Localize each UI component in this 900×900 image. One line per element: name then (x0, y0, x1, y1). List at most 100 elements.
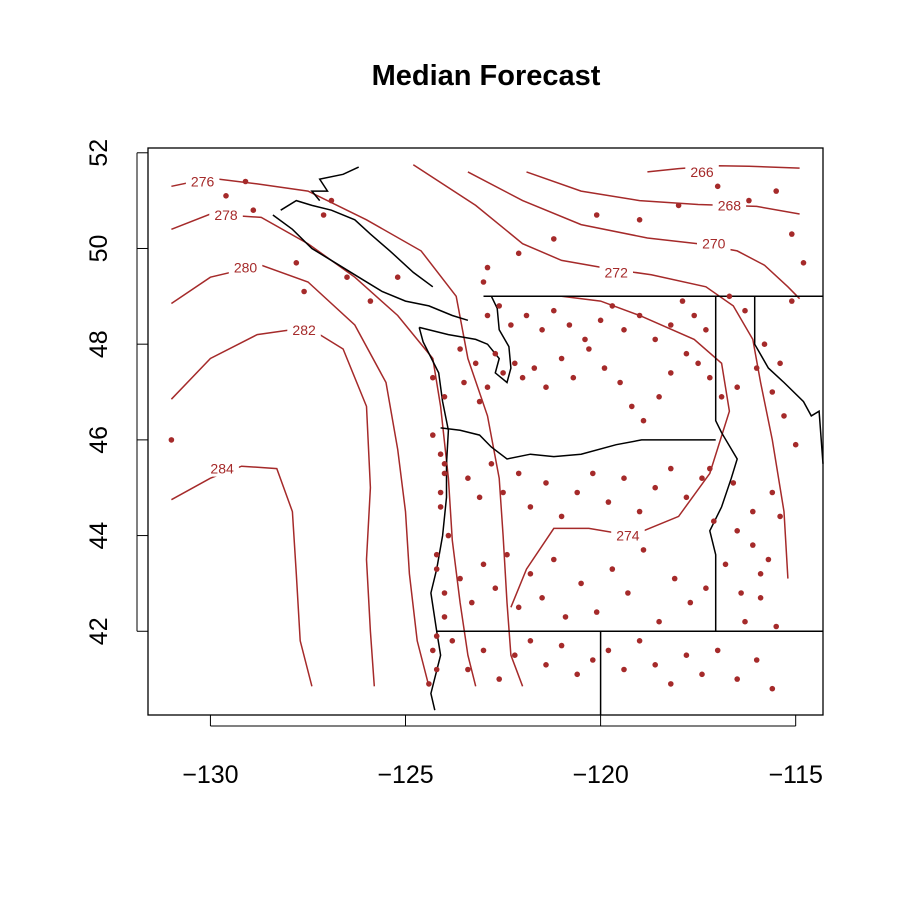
contour-label: 284 (210, 461, 234, 477)
station-point (765, 556, 772, 563)
station-point (636, 508, 643, 515)
station-point (441, 590, 448, 596)
station-point (652, 336, 658, 343)
station-point (500, 489, 506, 496)
contour-label-bg (228, 258, 263, 276)
station-point (691, 312, 697, 319)
station-point (593, 212, 600, 218)
station-point (773, 188, 779, 194)
y-tick-label: 46 (85, 426, 113, 454)
station-point (515, 470, 522, 477)
station-point (484, 264, 491, 271)
contour-line-268 (526, 171, 800, 215)
station-point (433, 666, 440, 673)
station-point (301, 288, 307, 295)
contour-label: 272 (605, 264, 629, 280)
station-point (484, 312, 491, 319)
station-point (703, 327, 709, 333)
contour-label: 270 (702, 236, 726, 252)
station-point (714, 647, 721, 654)
station-point (430, 647, 436, 654)
station-point (551, 236, 557, 242)
station-point (761, 341, 768, 348)
station-point (492, 585, 499, 591)
station-point (640, 547, 647, 553)
station-point (652, 484, 658, 491)
contour-label: 280 (234, 260, 258, 276)
border-line-7 (753, 296, 824, 464)
station-point (496, 303, 503, 309)
station-point (769, 489, 776, 496)
station-point (668, 465, 674, 472)
station-point (320, 212, 327, 218)
station-point (730, 480, 737, 486)
station-point (512, 652, 518, 658)
station-point (242, 178, 249, 185)
station-point (683, 494, 690, 501)
station-point (734, 676, 740, 682)
contour-line-276 (171, 177, 524, 687)
station-point (465, 666, 471, 673)
station-point (441, 461, 448, 467)
station-point (792, 441, 799, 448)
station-point (515, 250, 522, 257)
station-point (769, 685, 776, 692)
contour-label-bg (697, 234, 731, 252)
station-point (441, 470, 448, 477)
contour-line-284 (171, 465, 313, 687)
station-point (496, 676, 503, 682)
station-point (675, 202, 682, 209)
station-point (433, 551, 440, 558)
station-point (519, 374, 526, 381)
station-point (543, 480, 549, 486)
station-point (476, 398, 483, 405)
station-point (508, 322, 514, 328)
station-point (578, 580, 584, 587)
border-line-2 (440, 427, 716, 460)
station-point (430, 374, 436, 381)
station-point (789, 231, 795, 237)
station-point (652, 662, 658, 668)
station-point (668, 322, 674, 328)
contour-label: 266 (690, 164, 714, 180)
station-point (527, 638, 534, 644)
station-point (504, 551, 510, 558)
station-point (769, 389, 776, 395)
station-point (527, 571, 534, 577)
plot-frame (147, 147, 824, 716)
station-point (679, 298, 686, 304)
station-point (512, 360, 518, 367)
station-point (472, 360, 479, 367)
station-point (777, 360, 783, 367)
station-point (566, 322, 573, 328)
x-tick-label: −115 (768, 761, 822, 789)
station-point (629, 403, 635, 410)
station-point (293, 260, 300, 266)
station-point (430, 432, 436, 438)
station-point (433, 566, 440, 572)
border-line-10 (310, 166, 360, 202)
station-point (469, 599, 475, 606)
station-point (445, 532, 452, 539)
contour-line-266 (647, 164, 800, 173)
station-point (734, 384, 740, 391)
station-point (742, 307, 748, 314)
station-point (640, 417, 647, 424)
border-layer (272, 166, 824, 715)
contour-label-bg (685, 162, 719, 180)
contour-label-bg (599, 263, 633, 281)
station-point (750, 542, 756, 548)
station-point (367, 298, 374, 304)
contour-line-274 (510, 295, 731, 608)
station-point (539, 327, 545, 333)
x-tick-label: −120 (572, 761, 628, 789)
station-point (609, 566, 616, 572)
station-point (656, 618, 662, 625)
station-point (590, 470, 596, 477)
station-point (515, 604, 522, 611)
station-point (757, 571, 764, 577)
station-point (437, 504, 444, 510)
station-point (484, 384, 491, 391)
station-point (441, 614, 448, 620)
contour-line-270 (467, 171, 801, 300)
